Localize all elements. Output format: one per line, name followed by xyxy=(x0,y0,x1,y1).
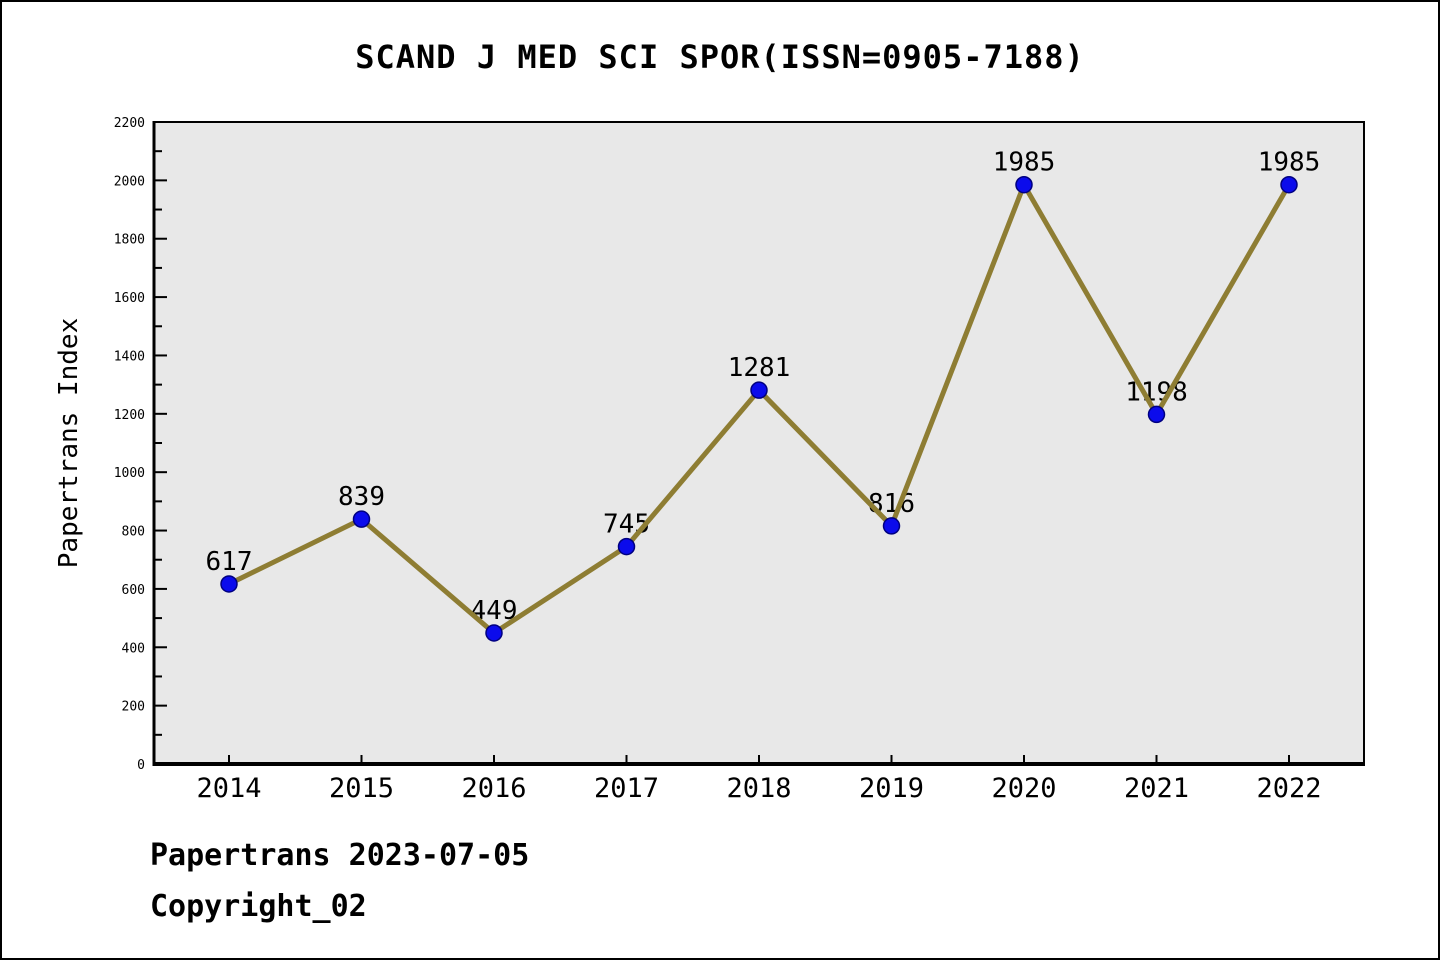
x-tick-label: 2020 xyxy=(991,773,1056,804)
data-point-label: 1985 xyxy=(993,148,1056,178)
data-point-marker xyxy=(352,510,371,528)
data-point-marker xyxy=(750,381,768,399)
x-tick-label: 2018 xyxy=(726,773,791,804)
y-tick-label: 1800 xyxy=(114,233,145,248)
x-tick-label: 2021 xyxy=(1124,773,1189,804)
x-tick-label: 2016 xyxy=(461,773,526,804)
y-tick-label: 1400 xyxy=(114,349,145,364)
data-point-marker xyxy=(485,624,503,642)
y-tick-label: 1200 xyxy=(114,408,145,423)
data-point-label: 839 xyxy=(338,482,385,512)
x-tick-label: 2017 xyxy=(594,773,659,804)
y-tick-label: 2000 xyxy=(114,174,145,189)
x-tick-label: 2014 xyxy=(196,773,261,804)
data-point-marker xyxy=(220,575,238,593)
y-tick-label: 0 xyxy=(137,758,145,773)
data-point-label: 1281 xyxy=(728,353,791,383)
y-axis-label: Papertrans Index xyxy=(54,318,84,568)
chart-footer: Papertrans 2023-07-05 Copyright_02 xyxy=(150,838,529,940)
y-tick-label: 2200 xyxy=(114,116,145,131)
data-point-label: 816 xyxy=(868,489,915,519)
x-tick-label: 2022 xyxy=(1256,773,1321,804)
y-tick-label: 1600 xyxy=(114,291,145,306)
data-point-marker xyxy=(617,537,636,556)
plot-area xyxy=(154,122,1364,764)
chart-title: SCAND J MED SCI SPOR(ISSN=0905-7188) xyxy=(355,38,1085,76)
x-tick-label: 2019 xyxy=(859,773,924,804)
data-point-marker xyxy=(882,517,901,535)
data-point-label: 617 xyxy=(206,547,253,577)
x-tick-label: 2015 xyxy=(329,773,394,804)
data-point-marker xyxy=(1147,405,1166,424)
y-tick-label: 200 xyxy=(122,700,145,715)
footer-copyright: Copyright_02 xyxy=(150,889,367,924)
footer-source-date: Papertrans 2023-07-05 xyxy=(150,838,530,873)
y-tick-label: 1000 xyxy=(114,466,145,481)
y-tick-label: 600 xyxy=(122,583,145,598)
y-tick-label: 800 xyxy=(122,525,145,540)
y-tick-label: 400 xyxy=(122,641,145,656)
data-point-marker xyxy=(1015,175,1033,194)
data-point-label: 1198 xyxy=(1125,377,1188,407)
data-point-marker xyxy=(1280,175,1298,194)
data-point-label: 1985 xyxy=(1258,148,1321,178)
